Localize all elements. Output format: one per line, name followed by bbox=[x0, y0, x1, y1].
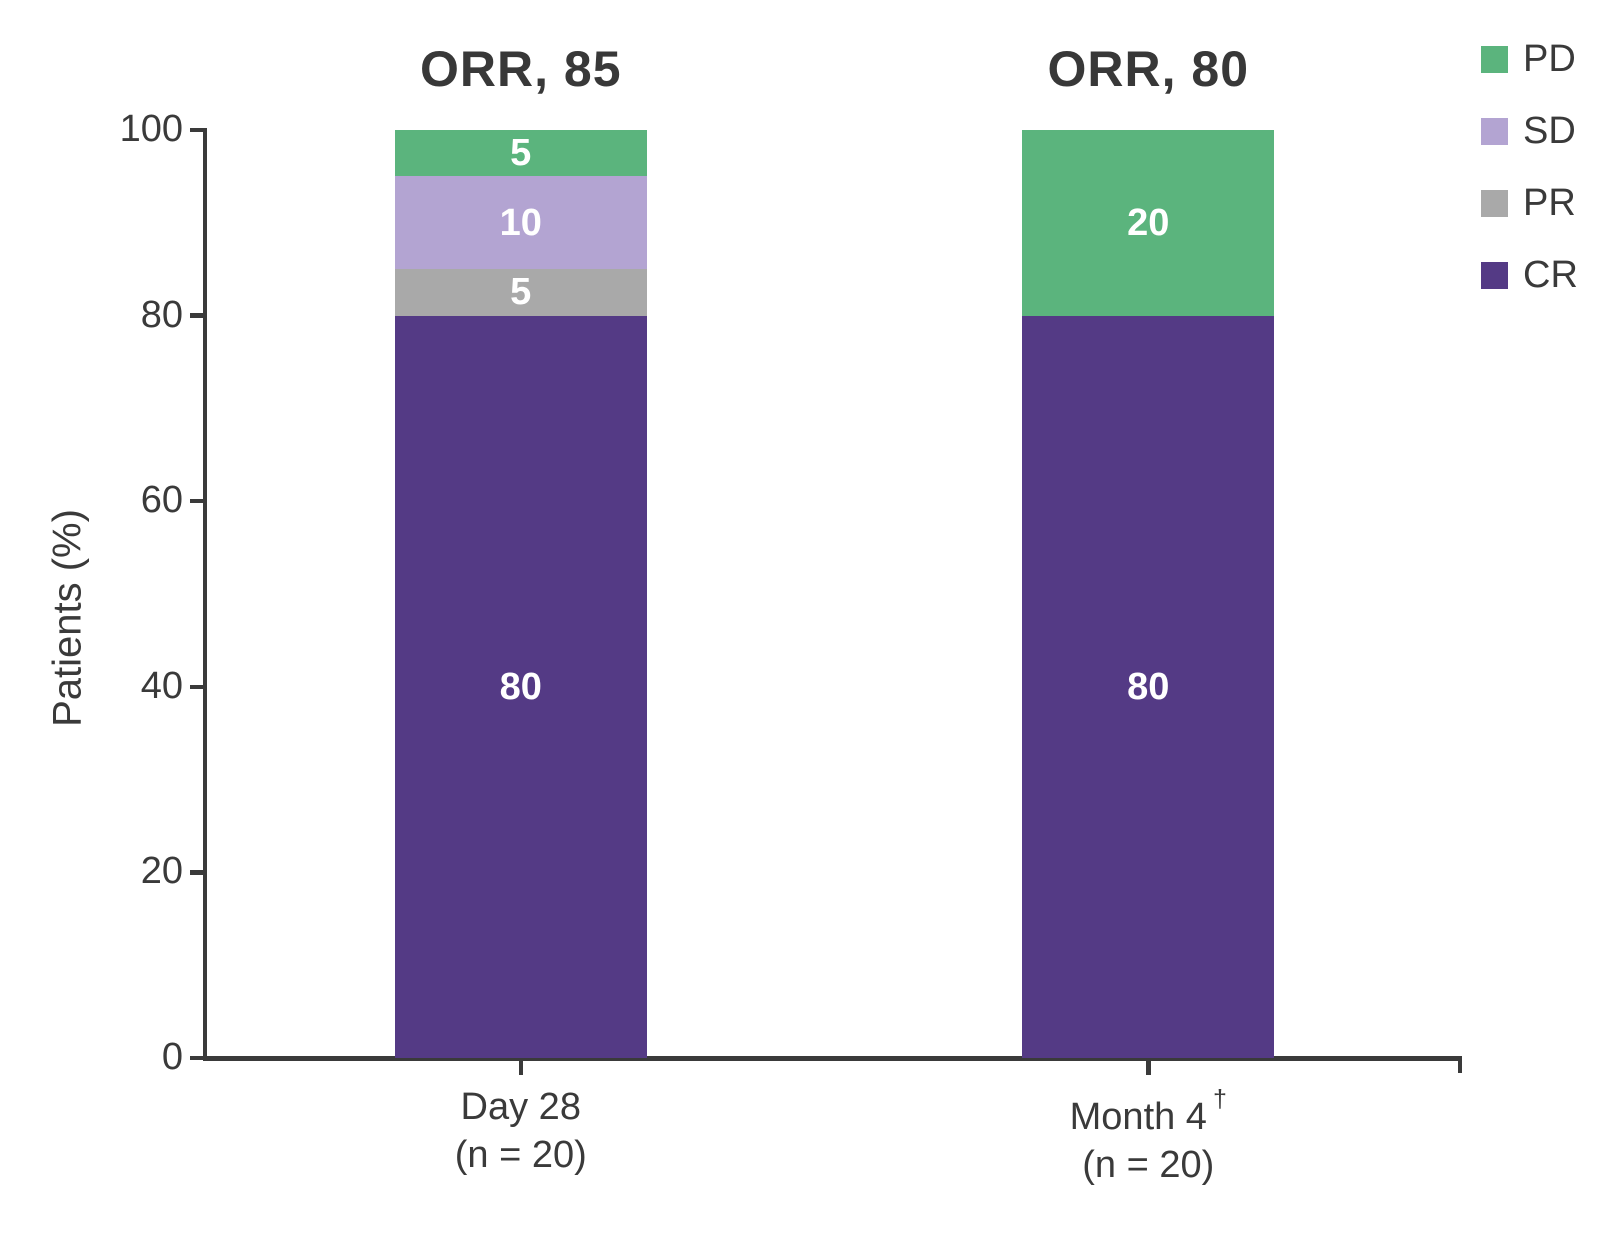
orr-title: ORR, 85 bbox=[419, 41, 622, 97]
legend-swatch-pd bbox=[1481, 45, 1508, 73]
x-axis-line bbox=[202, 1055, 1462, 1061]
segment-value-label: 10 bbox=[499, 201, 542, 244]
y-tick-label: 60 bbox=[140, 479, 183, 522]
bar-segment-cr bbox=[394, 315, 647, 1058]
legend-item-pr: PR bbox=[1481, 184, 1576, 222]
bar-segment-pd bbox=[1022, 130, 1275, 316]
x-category-line1: Day 28 bbox=[460, 1086, 581, 1128]
x-category-line2: (n = 20) bbox=[454, 1133, 587, 1176]
y-tick-label: 40 bbox=[140, 665, 183, 708]
bar-segment-sd bbox=[394, 176, 647, 270]
legend-label: SD bbox=[1523, 110, 1576, 152]
y-tick-mark bbox=[189, 1055, 203, 1061]
legend-item-pd: PD bbox=[1481, 40, 1576, 78]
legend-swatch-sd bbox=[1481, 117, 1508, 145]
y-tick-label: 100 bbox=[119, 108, 183, 151]
bar-segment-cr bbox=[1022, 315, 1275, 1058]
bar-segment-pd bbox=[394, 130, 647, 177]
x-category-line2: (n = 20) bbox=[1082, 1143, 1215, 1186]
y-tick-mark bbox=[189, 870, 203, 875]
y-tick-mark bbox=[189, 127, 203, 133]
segment-value-label: 80 bbox=[499, 665, 542, 708]
x-tick-mark bbox=[1146, 1061, 1151, 1075]
legend-swatch-cr bbox=[1481, 261, 1508, 289]
legend-swatch-pr bbox=[1481, 189, 1508, 217]
segment-value-label: 5 bbox=[510, 271, 532, 314]
y-tick-label: 0 bbox=[161, 1036, 183, 1079]
x-category-label: Month 4 † (n = 20) bbox=[1070, 1084, 1227, 1190]
x-tick-mark bbox=[518, 1061, 523, 1075]
segment-value-label: 5 bbox=[510, 132, 532, 175]
y-axis-line bbox=[202, 128, 207, 1060]
legend-label: PD bbox=[1523, 38, 1576, 80]
legend-label: CR bbox=[1523, 254, 1578, 296]
legend-label: PR bbox=[1523, 182, 1576, 224]
legend-item-cr: CR bbox=[1481, 256, 1578, 294]
x-axis-endcap-tick bbox=[1457, 1058, 1462, 1073]
y-tick-label: 80 bbox=[140, 293, 183, 336]
y-tick-label: 20 bbox=[140, 850, 183, 893]
bar-segment-pr bbox=[394, 269, 647, 316]
y-tick-mark bbox=[189, 313, 203, 318]
orr-title: ORR, 80 bbox=[1047, 41, 1250, 97]
y-tick-mark bbox=[189, 684, 203, 690]
dagger-footnote-marker: † bbox=[1212, 1085, 1227, 1113]
y-tick-mark bbox=[189, 498, 203, 504]
legend-item-sd: SD bbox=[1481, 112, 1576, 150]
x-category-line1: Month 4 † bbox=[1069, 1085, 1227, 1138]
x-category-label: Day 28 (n = 20) bbox=[455, 1084, 587, 1180]
segment-value-label: 20 bbox=[1127, 201, 1170, 244]
segment-value-label: 80 bbox=[1127, 665, 1170, 708]
